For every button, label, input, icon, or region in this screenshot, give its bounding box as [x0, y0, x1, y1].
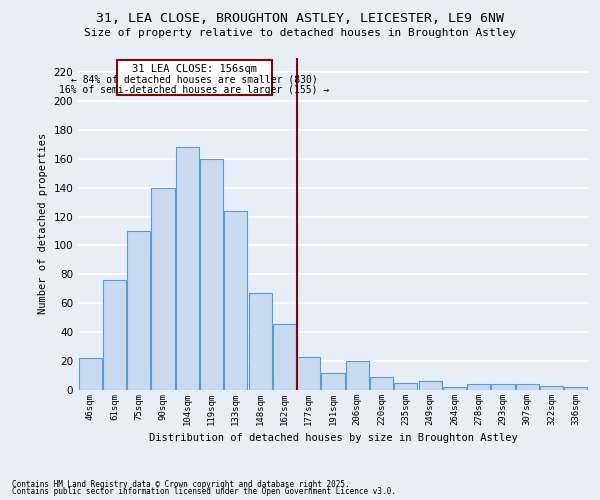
Y-axis label: Number of detached properties: Number of detached properties: [38, 133, 48, 314]
Bar: [467, 384, 490, 390]
X-axis label: Distribution of detached houses by size in Broughton Astley: Distribution of detached houses by size …: [149, 434, 517, 444]
Text: Contains public sector information licensed under the Open Government Licence v3: Contains public sector information licen…: [12, 487, 396, 496]
Bar: [516, 384, 539, 390]
Bar: [79, 358, 101, 390]
Bar: [297, 357, 320, 390]
Bar: [394, 383, 418, 390]
Bar: [200, 158, 223, 390]
Bar: [224, 210, 247, 390]
Bar: [103, 280, 126, 390]
Bar: [346, 361, 369, 390]
Bar: [151, 188, 175, 390]
Text: Size of property relative to detached houses in Broughton Astley: Size of property relative to detached ho…: [84, 28, 516, 38]
Bar: [273, 324, 296, 390]
Bar: [248, 293, 272, 390]
Text: 16% of semi-detached houses are larger (155) →: 16% of semi-detached houses are larger (…: [59, 85, 329, 95]
Bar: [443, 387, 466, 390]
Text: Contains HM Land Registry data © Crown copyright and database right 2025.: Contains HM Land Registry data © Crown c…: [12, 480, 350, 489]
Bar: [419, 382, 442, 390]
Bar: [322, 372, 344, 390]
FancyBboxPatch shape: [117, 60, 272, 95]
Bar: [176, 147, 199, 390]
Bar: [491, 384, 515, 390]
Text: 31, LEA CLOSE, BROUGHTON ASTLEY, LEICESTER, LE9 6NW: 31, LEA CLOSE, BROUGHTON ASTLEY, LEICEST…: [96, 12, 504, 26]
Text: ← 84% of detached houses are smaller (830): ← 84% of detached houses are smaller (83…: [71, 74, 318, 85]
Bar: [540, 386, 563, 390]
Bar: [565, 387, 587, 390]
Bar: [127, 231, 150, 390]
Bar: [370, 377, 393, 390]
Text: 31 LEA CLOSE: 156sqm: 31 LEA CLOSE: 156sqm: [132, 64, 257, 74]
